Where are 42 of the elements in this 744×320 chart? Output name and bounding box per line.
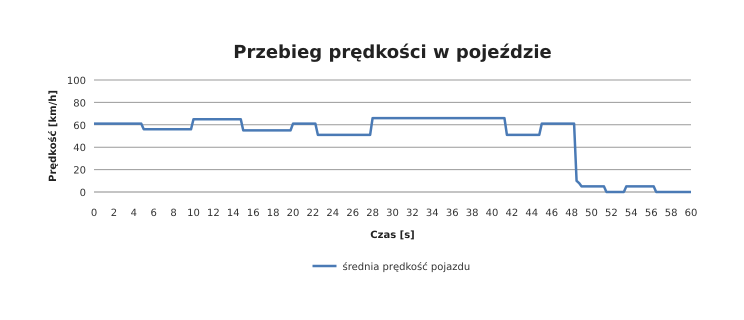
x-tick-label: 52 — [605, 208, 618, 219]
line-series — [92, 116, 692, 194]
y-tick-label: 80 — [73, 98, 86, 110]
y-tick-label: 0 — [80, 188, 86, 199]
x-tick-label: 42 — [506, 208, 518, 219]
x-tick-label: 2 — [110, 208, 118, 219]
x-tick-label: 26 — [346, 208, 360, 219]
x-tick-label: 54 — [624, 208, 638, 219]
x-tick-label: 28 — [366, 208, 379, 219]
x-tick-label: 30 — [386, 208, 399, 219]
x-tick-label: 40 — [486, 208, 498, 219]
x-tick-label: 22 — [306, 208, 320, 219]
y-tick-label: 40 — [73, 143, 86, 154]
x-tick-label: 24 — [326, 208, 340, 219]
x-tick-label: 34 — [426, 208, 439, 219]
x-tick-label: 60 — [684, 208, 698, 219]
x-tick-label: 32 — [406, 208, 419, 219]
x-tick-label: 10 — [187, 208, 200, 219]
x-tick-label: 48 — [565, 208, 578, 219]
x-tick-label: 38 — [466, 208, 478, 219]
x-tick-label: 8 — [170, 208, 177, 219]
x-tick-label: 50 — [585, 208, 598, 219]
y-axis-title: Prędkość [km/h] — [47, 90, 59, 182]
x-axis-title: Czas [s] — [370, 230, 415, 241]
x-tick-label: 58 — [664, 208, 678, 219]
x-tick-label: 6 — [150, 208, 157, 219]
x-tick-label: 14 — [226, 208, 240, 219]
x-tick-label: 20 — [286, 208, 300, 219]
y-tick-label: 20 — [73, 166, 86, 177]
x-tick-label: 36 — [446, 208, 459, 219]
x-tick-label: 4 — [130, 208, 137, 219]
x-tick-label: 46 — [545, 208, 558, 219]
y-tick-label: 60 — [73, 120, 86, 132]
x-tick-label: 12 — [207, 208, 220, 219]
chart-title: Przebieg prędkości w pojeździe — [233, 42, 552, 63]
y-tick-label: 100 — [66, 76, 86, 87]
x-tick-label: 16 — [246, 208, 260, 219]
x-tick-label: 0 — [90, 208, 98, 219]
legend-label: średnia prędkość pojazdu — [342, 261, 470, 273]
x-tick-label: 44 — [525, 208, 538, 219]
x-tick-label: 18 — [266, 208, 280, 219]
x-tick-label: 56 — [644, 208, 658, 219]
